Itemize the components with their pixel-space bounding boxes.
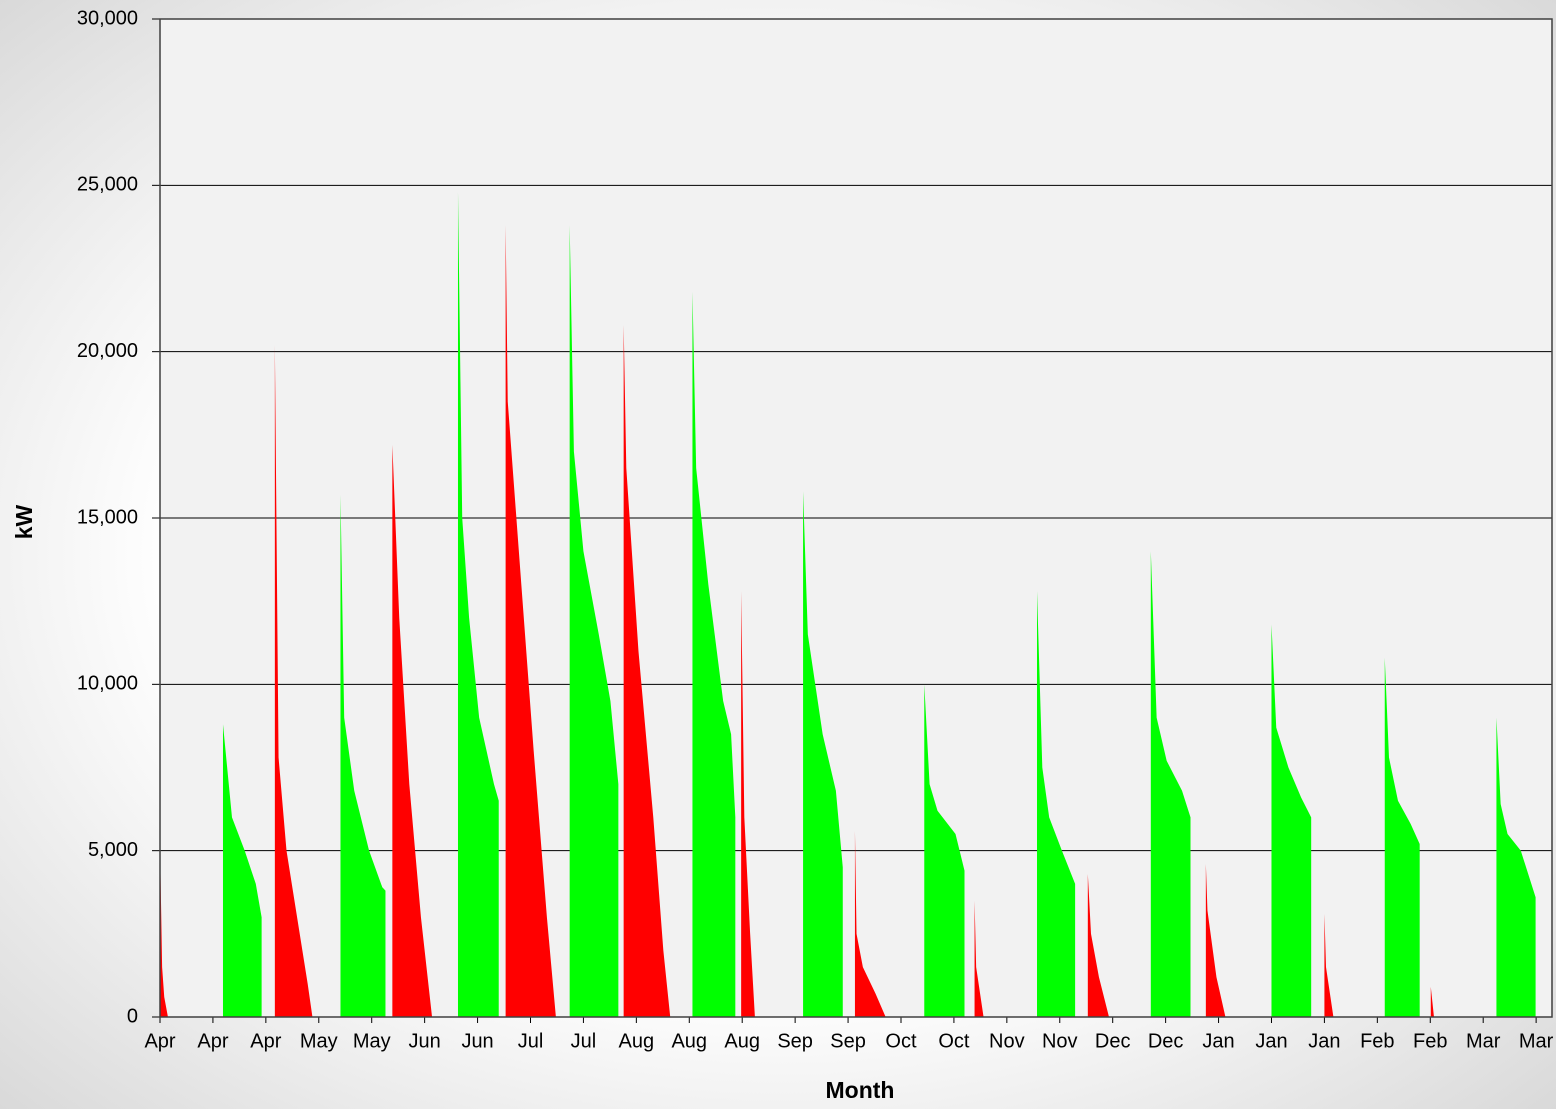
plot-border [159,18,1553,1018]
y-tick-label: 15,000 [77,506,138,528]
x-tick-label: Oct [885,1030,917,1052]
area-piece [974,900,984,1017]
y-tick-label: 0 [127,1005,138,1027]
x-tick-label: Jan [1308,1030,1340,1052]
x-tick-label: Oct [938,1030,970,1052]
area-piece [741,591,755,1017]
x-tick-label: Sep [777,1030,813,1052]
area-piece [340,494,386,1017]
y-tick-label: 20,000 [77,340,138,362]
area-piece [392,444,433,1017]
x-tick-label: Aug [671,1030,707,1052]
area-piece [1037,591,1076,1017]
area-piece [692,291,736,1018]
x-tick-label: Apr [144,1030,175,1052]
area-piece [1087,873,1109,1017]
area-piece [1150,551,1191,1017]
x-tick-label: Nov [1042,1030,1078,1052]
x-tick-label: Dec [1148,1030,1184,1052]
area-piece [505,225,556,1018]
area-piece [457,191,499,1017]
x-tick-label: Feb [1360,1030,1394,1052]
area-piece [1324,913,1334,1017]
x-tick-label: Nov [989,1030,1025,1052]
x-tick-label: Aug [619,1030,655,1052]
x-axis-label: Month [826,1077,895,1103]
area-piece [274,345,313,1018]
area-piece [569,225,619,1018]
x-tick-label: Jul [518,1030,544,1052]
area-piece [1271,624,1312,1017]
x-tick-label: Apr [197,1030,228,1052]
x-tick-label: Mar [1519,1030,1554,1052]
x-tick-label: Dec [1095,1030,1131,1052]
x-tick-label: Feb [1413,1030,1447,1052]
x-tick-label: Jun [409,1030,441,1052]
y-axis-label: kW [11,504,37,539]
area-piece [1205,863,1226,1017]
area-piece [803,491,843,1017]
x-tick-label: Sep [830,1030,866,1052]
area-piece [623,325,671,1017]
area-piece [222,724,262,1017]
area-piece [1384,657,1420,1017]
y-tick-label: 25,000 [77,174,138,196]
area-piece [1496,717,1536,1017]
x-tick-label: Jun [461,1030,493,1052]
x-tick-label: Jul [571,1030,597,1052]
y-tick-label: 5,000 [88,839,138,861]
area-piece [924,684,965,1017]
area-piece [854,830,886,1017]
x-tick-label: Jan [1255,1030,1287,1052]
x-tick-label: Mar [1466,1030,1501,1052]
x-tick-label: Aug [724,1030,760,1052]
x-tick-label: Apr [250,1030,281,1052]
area-piece [1430,987,1434,1017]
x-tick-label: Jan [1202,1030,1234,1052]
x-tick-label: May [300,1030,338,1052]
area-piece [160,844,168,1017]
x-tick-label: May [353,1030,391,1052]
y-tick-label: 10,000 [77,673,138,695]
y-tick-label: 30,000 [77,7,138,29]
